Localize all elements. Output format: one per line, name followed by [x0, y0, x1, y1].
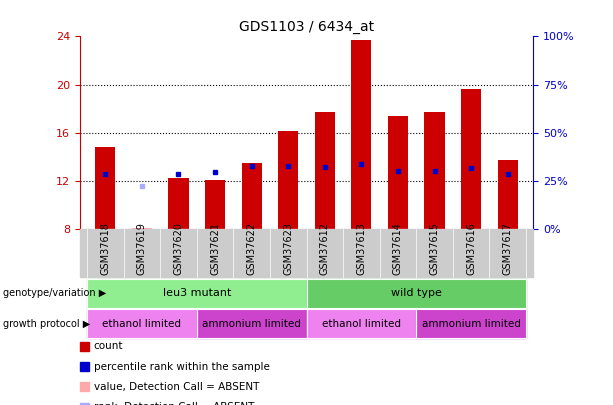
Bar — [351, 40, 371, 229]
Bar — [242, 163, 262, 229]
Text: GSM37623: GSM37623 — [283, 222, 293, 275]
Bar — [461, 90, 481, 229]
Bar — [498, 160, 518, 229]
Text: percentile rank within the sample: percentile rank within the sample — [94, 362, 270, 371]
Text: GSM37619: GSM37619 — [137, 222, 147, 275]
Text: ethanol limited: ethanol limited — [102, 319, 181, 328]
Bar — [278, 132, 299, 229]
Bar — [424, 112, 444, 229]
Text: GSM37620: GSM37620 — [173, 222, 183, 275]
Bar — [205, 179, 225, 229]
Text: ammonium limited: ammonium limited — [422, 319, 520, 328]
Text: GSM37616: GSM37616 — [466, 222, 476, 275]
Text: GSM37622: GSM37622 — [246, 222, 257, 275]
Text: rank, Detection Call = ABSENT: rank, Detection Call = ABSENT — [94, 402, 254, 405]
Text: GSM37613: GSM37613 — [356, 222, 367, 275]
Bar — [169, 178, 189, 229]
Bar — [388, 116, 408, 229]
Text: GSM37612: GSM37612 — [320, 222, 330, 275]
Text: growth protocol ▶: growth protocol ▶ — [3, 319, 90, 328]
Text: GSM37617: GSM37617 — [503, 222, 512, 275]
Text: ethanol limited: ethanol limited — [322, 319, 401, 328]
Bar — [95, 147, 115, 229]
Text: GSM37614: GSM37614 — [393, 222, 403, 275]
Bar — [314, 112, 335, 229]
Text: value, Detection Call = ABSENT: value, Detection Call = ABSENT — [94, 382, 259, 392]
Title: GDS1103 / 6434_at: GDS1103 / 6434_at — [239, 20, 374, 34]
Text: GSM37618: GSM37618 — [101, 222, 110, 275]
Text: wild type: wild type — [391, 288, 442, 298]
Text: GSM37615: GSM37615 — [430, 222, 440, 275]
Text: ammonium limited: ammonium limited — [202, 319, 301, 328]
Text: count: count — [94, 341, 123, 351]
Text: leu3 mutant: leu3 mutant — [162, 288, 231, 298]
Text: genotype/variation ▶: genotype/variation ▶ — [3, 288, 106, 298]
Bar — [132, 228, 152, 229]
Text: GSM37621: GSM37621 — [210, 222, 220, 275]
